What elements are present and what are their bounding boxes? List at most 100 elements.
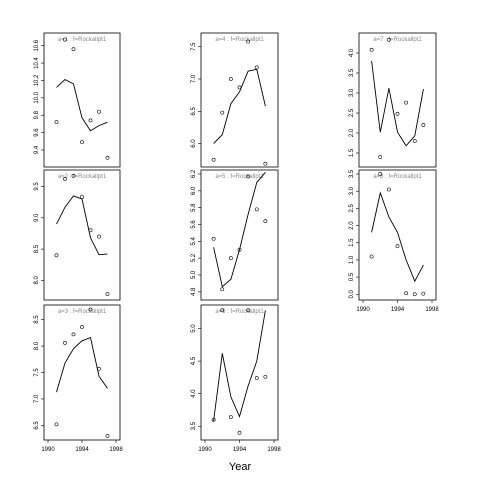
data-point	[71, 173, 76, 178]
fit-line	[371, 191, 424, 283]
y-tick-label: 7.5	[191, 42, 197, 51]
data-point	[54, 422, 59, 427]
data-point	[237, 247, 242, 252]
data-point	[97, 109, 101, 114]
data-point	[237, 85, 242, 90]
y-tick-label: 1.5	[349, 148, 355, 157]
data-point	[211, 157, 216, 162]
x-tick-label: 1990	[41, 447, 55, 453]
fit-line	[371, 60, 424, 147]
data-point	[54, 253, 59, 258]
data-point	[421, 123, 426, 127]
data-point	[220, 287, 225, 292]
x-tick-label: 1994	[233, 447, 247, 453]
y-tick-label: 3.0	[349, 186, 355, 195]
panel-2: a=4 : f=Rockallpt1 6.0 6.5 7.0 7.5	[191, 32, 279, 168]
y-tick-label: 9.5	[34, 182, 40, 191]
data-point	[71, 332, 76, 337]
data-point	[211, 417, 216, 422]
data-point	[80, 140, 84, 145]
data-point	[63, 340, 67, 345]
x-tick-label: 1990	[356, 307, 370, 313]
data-point	[421, 291, 426, 296]
panel-strip-label: a=7 : f=Rockallpt1	[373, 37, 422, 43]
y-tick-label: 1.0	[349, 255, 355, 264]
data-point	[63, 177, 67, 181]
data-point	[412, 139, 417, 143]
panel-frame	[358, 32, 437, 168]
data-point	[378, 155, 383, 159]
y-tick-label: 6.0	[191, 186, 197, 195]
y-tick-label: 0.5	[349, 272, 355, 281]
panel-1: a=1 : f=Rockallpt1 9.4 9.6 9.8 10.0 10.2 10.4 1…	[34, 32, 121, 168]
y-tick-label: 2.0	[349, 221, 355, 230]
data-point	[404, 100, 409, 105]
y-tick-label: 2.0	[349, 128, 355, 137]
y-tick-label: 9.0	[34, 213, 40, 222]
panel-3: a=7 : f=Rockallpt1 1.5 2.0 2.5 3.0 3.5 4.0	[349, 32, 437, 168]
y-tick-label: 8.5	[34, 244, 40, 253]
y-tick-label: 8.0	[34, 341, 40, 350]
data-point	[386, 187, 391, 192]
data-point	[220, 110, 225, 115]
x-tick-label: 1994	[391, 307, 405, 313]
data-point	[105, 155, 110, 160]
y-tick-label: 5.8	[191, 203, 197, 212]
fit-line	[56, 79, 108, 132]
data-point	[263, 374, 268, 379]
data-point	[228, 256, 233, 261]
data-point	[211, 236, 216, 241]
fit-line	[56, 336, 108, 393]
panel-5: a=5 : f=Rockallpt1 4.8 5.0 5.2 5.4 5.6 5.8 6.0 6…	[191, 169, 279, 301]
data-point	[80, 195, 84, 200]
panel-7: a=3 : f=Rockallpt1 6.5 7.0 7.5 8.0 8.5 1990 199…	[34, 304, 123, 453]
panel-frame	[200, 32, 279, 168]
y-tick-label: 10.0	[34, 91, 40, 103]
y-tick-label: 8.0	[34, 276, 40, 285]
y-tick-label: 10.4	[34, 57, 40, 69]
panel-strip-label: a=4 : f=Rockallpt1	[215, 37, 264, 43]
data-point	[254, 207, 259, 212]
y-tick-label: 2.5	[349, 204, 355, 213]
data-point	[237, 430, 242, 435]
data-point	[71, 47, 76, 52]
y-tick-label: 5.2	[191, 253, 197, 262]
data-point	[228, 415, 233, 420]
panel-strip-label: a=3 : f=Rockallpt1	[58, 309, 107, 315]
y-tick-label: 3.5	[349, 68, 355, 77]
y-tick-label: 6.0	[191, 139, 197, 148]
data-point	[395, 244, 400, 249]
y-tick-label: 10.2	[34, 74, 40, 86]
data-point	[80, 325, 84, 329]
panel-strip-label: a=6 : f=Rockallpt1	[215, 309, 264, 315]
y-tick-label: 5.0	[191, 270, 197, 279]
y-tick-label: 0.0	[349, 289, 355, 298]
data-point	[105, 434, 110, 438]
data-point	[395, 111, 400, 116]
panel-frame	[200, 169, 279, 301]
y-tick-label: 3.0	[349, 88, 355, 97]
y-tick-label: 7.5	[34, 368, 40, 377]
y-tick-label: 9.8	[34, 110, 40, 119]
panel-strip-label: a=5 : f=Rockallpt1	[215, 174, 264, 180]
y-tick-label: 4.0	[349, 48, 355, 57]
y-tick-label: 6.2	[191, 169, 197, 178]
y-tick-label: 7.0	[191, 74, 197, 83]
panels: a=1 : f=Rockallpt1 9.4 9.6 9.8 10.0 10.2 10.4 1…	[34, 32, 439, 453]
data-point	[97, 234, 101, 239]
data-point	[220, 308, 225, 313]
x-tick-label: 1998	[109, 447, 123, 453]
panel-frame	[200, 304, 279, 441]
fit-line	[213, 68, 266, 144]
y-tick-label: 5.0	[191, 324, 197, 333]
y-tick-label: 4.5	[191, 356, 197, 365]
y-tick-label: 8.5	[34, 315, 40, 324]
fit-line	[213, 310, 266, 422]
fit-line	[213, 172, 266, 288]
data-point	[263, 161, 268, 166]
y-tick-label: 3.5	[349, 169, 355, 178]
data-point	[254, 65, 259, 70]
data-point	[88, 228, 93, 233]
panel-strip-label: a=2 : f=Rockallpt1	[58, 174, 107, 180]
